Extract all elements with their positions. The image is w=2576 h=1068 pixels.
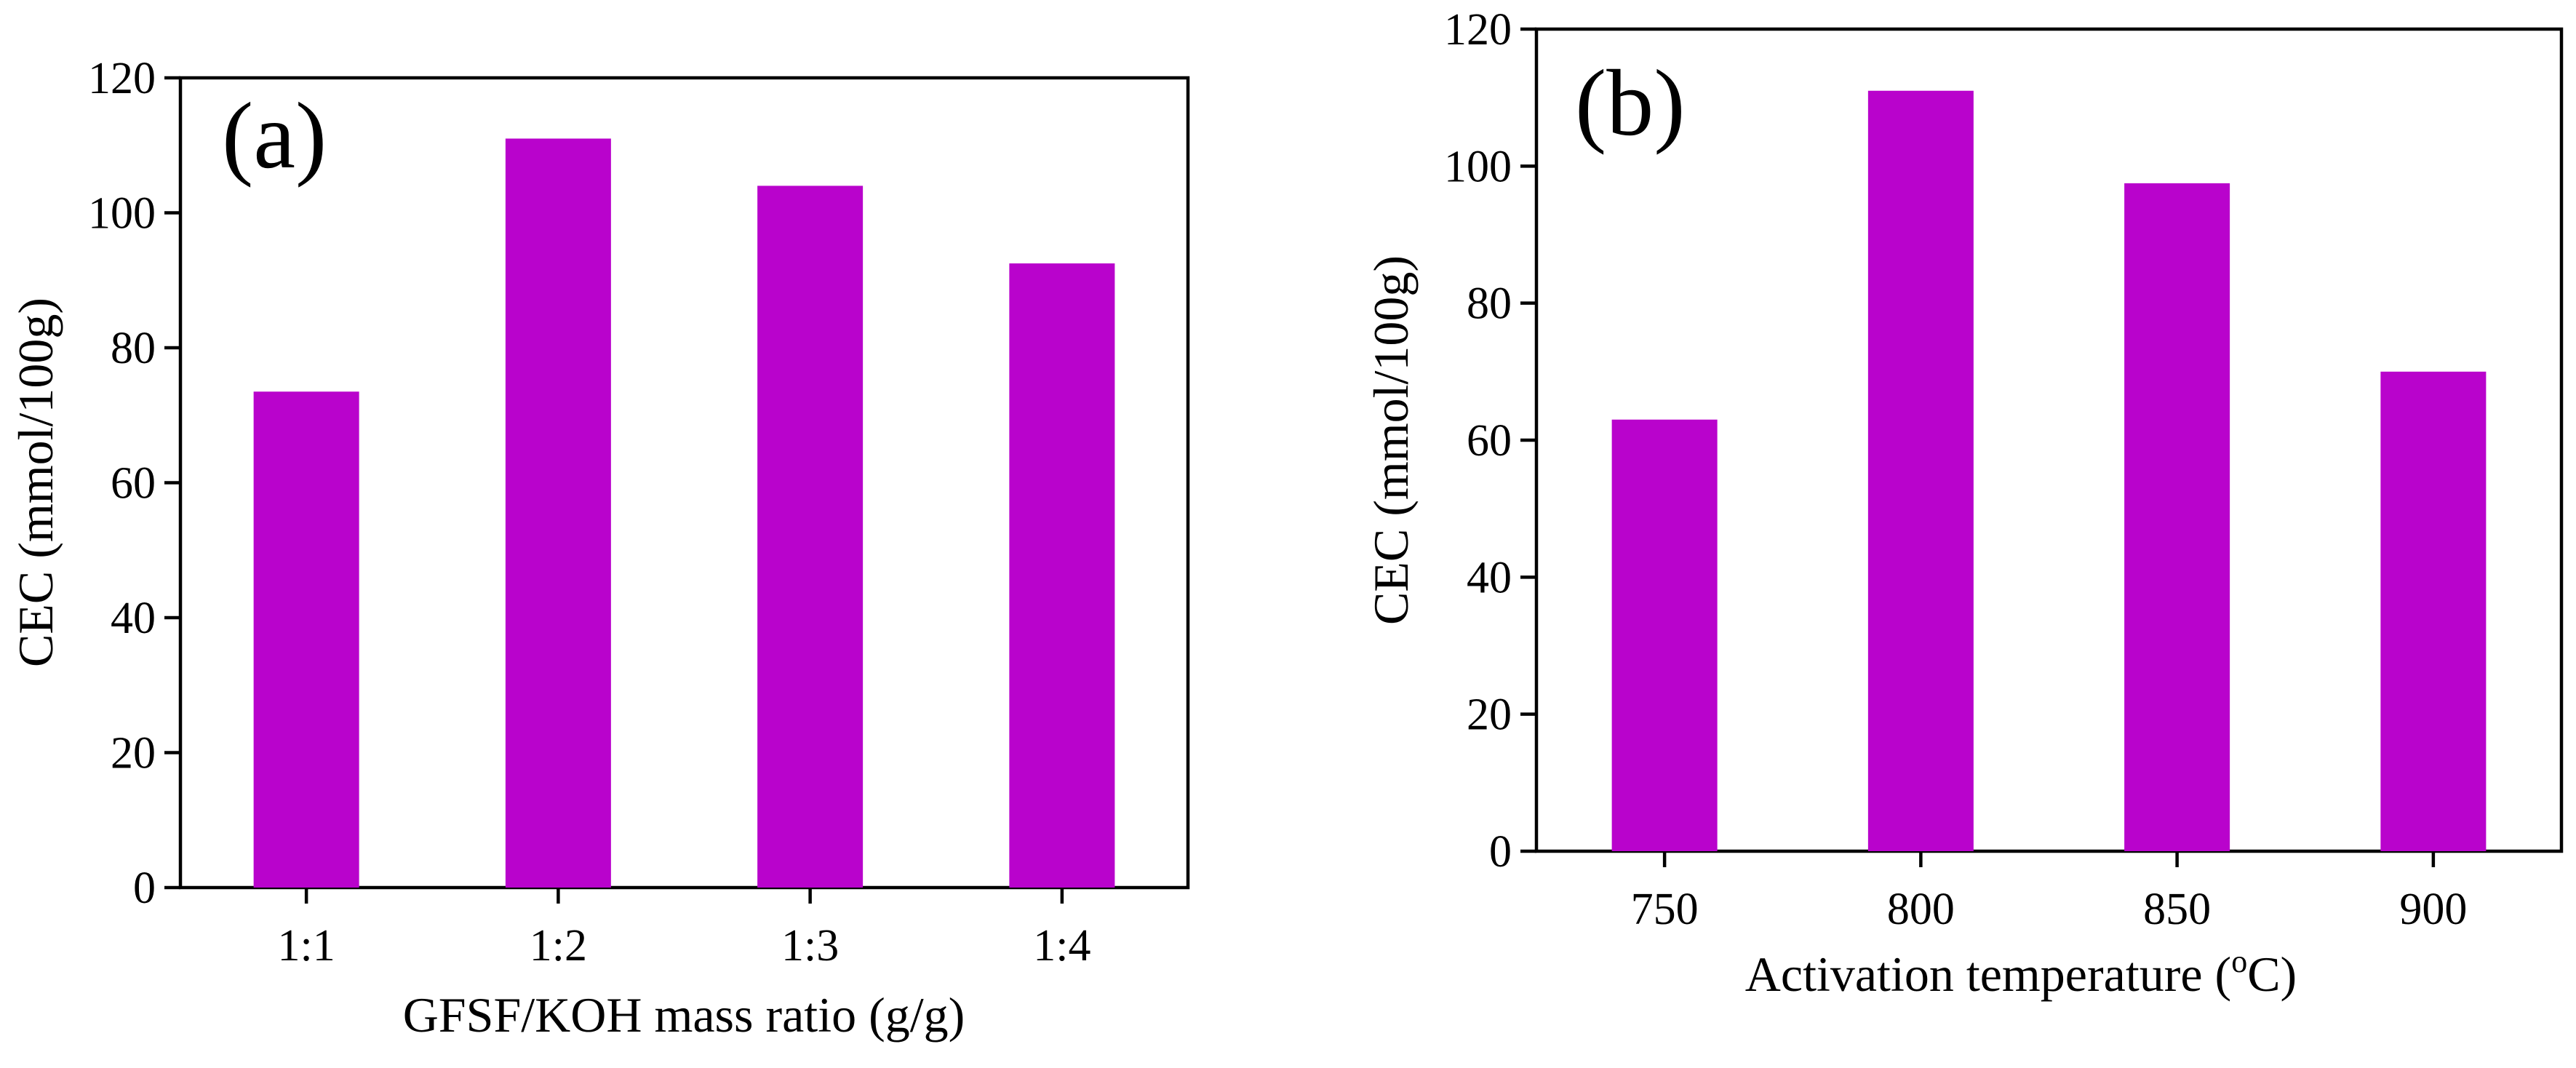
y-tick-label-b-120: 120 <box>1444 5 1512 55</box>
y-tick-label-a-20: 20 <box>111 729 156 778</box>
panel-label-b: (b) <box>1575 51 1686 156</box>
bars-a <box>253 138 1115 888</box>
y-tick-label-a-100: 100 <box>88 189 156 239</box>
y-axis-title-a: CEC (mmol/100g) <box>8 298 63 667</box>
y-tick-label-a-40: 40 <box>111 594 156 643</box>
y-tick-label-a-0: 0 <box>133 864 156 913</box>
panel-label-a: (a) <box>222 84 327 188</box>
x-axis-title-a: GFSF/KOH mass ratio (g/g) <box>403 987 965 1043</box>
y-ticks-b: 0 20 40 60 80 100 120 <box>1444 5 1536 877</box>
bar-a-3 <box>757 186 864 888</box>
bar-b-3 <box>2124 183 2230 851</box>
y-tick-label-b-0: 0 <box>1489 827 1512 877</box>
y-tick-label-a-80: 80 <box>111 324 156 373</box>
y-tick-label-a-120: 120 <box>88 54 156 103</box>
x-tick-label-b-4: 900 <box>2399 885 2467 934</box>
chart-panel-a: 0 20 40 60 80 100 120 1:1 1:2 1:3 1:4 (a) GFSF/KO… <box>8 54 1190 1043</box>
x-tick-label-a-3: 1:3 <box>781 921 839 971</box>
y-tick-label-a-60: 60 <box>111 459 156 509</box>
x-tick-label-b-3: 850 <box>2143 885 2211 934</box>
y-tick-label-b-100: 100 <box>1444 142 1512 191</box>
y-axis-title-b: CEC (mmol/100g) <box>1363 255 1419 625</box>
bars-b <box>1611 90 2487 851</box>
bar-a-2 <box>505 138 611 888</box>
y-tick-label-b-80: 80 <box>1467 279 1512 329</box>
x-tick-label-a-4: 1:4 <box>1033 921 1090 971</box>
bar-a-4 <box>1009 263 1115 888</box>
x-ticks-a: 1:1 1:2 1:3 1:4 <box>278 888 1090 971</box>
bar-b-4 <box>2380 371 2487 851</box>
y-tick-label-b-60: 60 <box>1467 416 1512 466</box>
x-axis-title-b: Activation temperature (oC) <box>1745 944 2297 1002</box>
chart-panel-b: 0 20 40 60 80 100 120 750 800 850 900 (b) Activat… <box>1363 5 2564 1002</box>
y-ticks-a: 0 20 40 60 80 100 120 <box>88 54 180 913</box>
x-tick-label-a-2: 1:2 <box>530 921 587 971</box>
bar-b-1 <box>1611 419 1718 851</box>
x-tick-label-b-1: 750 <box>1631 885 1699 934</box>
x-axis-title-b-suffix: C) <box>2247 947 2297 1002</box>
bar-b-2 <box>1867 90 1974 851</box>
x-tick-label-a-1: 1:1 <box>278 921 335 971</box>
y-tick-label-b-40: 40 <box>1467 553 1512 602</box>
x-axis-title-b-prefix: Activation temperature ( <box>1745 947 2231 1002</box>
x-tick-label-b-2: 800 <box>1887 885 1955 934</box>
bar-a-1 <box>253 391 359 888</box>
x-axis-title-b-sup: o <box>2231 944 2247 979</box>
x-ticks-b: 750 800 850 900 <box>1631 851 2467 934</box>
y-tick-label-b-20: 20 <box>1467 690 1512 740</box>
